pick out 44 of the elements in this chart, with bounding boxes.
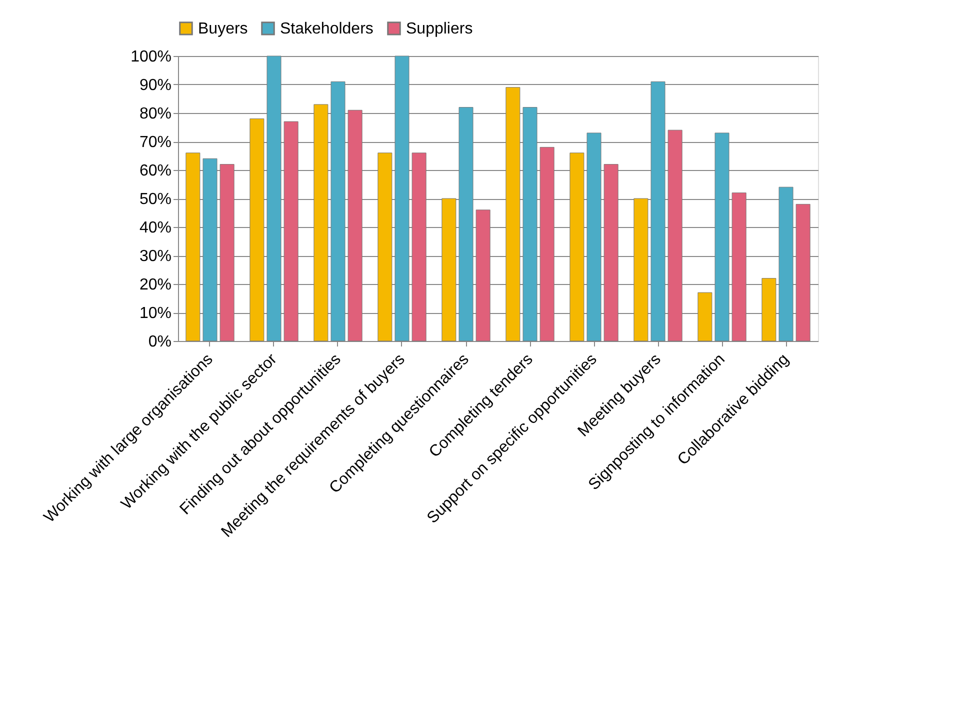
bar — [314, 104, 328, 342]
bar — [650, 81, 666, 342]
bar — [394, 56, 410, 342]
bar — [570, 152, 584, 342]
bar — [442, 198, 456, 342]
bar — [796, 204, 810, 342]
bar — [714, 132, 730, 342]
bar — [458, 107, 474, 342]
bar — [186, 152, 200, 342]
legend-label: Buyers — [198, 20, 248, 38]
bar — [378, 152, 392, 342]
bar — [668, 130, 682, 342]
y-tick-label: 90% — [139, 77, 172, 94]
bar — [250, 118, 264, 342]
bar — [476, 210, 490, 342]
y-tick-label: 70% — [139, 134, 172, 151]
bar — [412, 152, 426, 342]
legend-label: Suppliers — [406, 20, 473, 38]
bar — [778, 186, 794, 342]
bar — [220, 164, 234, 342]
bar — [284, 121, 298, 342]
bar — [586, 132, 602, 342]
bar — [634, 198, 648, 342]
bar — [762, 278, 776, 342]
y-tick-label: 20% — [139, 276, 172, 294]
bar — [348, 110, 362, 342]
y-tick-label: 50% — [139, 191, 172, 208]
legend-label: Stakeholders — [280, 20, 374, 38]
bar — [202, 158, 218, 342]
bar — [506, 87, 520, 342]
y-tick-label: 60% — [139, 162, 172, 180]
bar — [266, 56, 282, 342]
y-tick-label: 80% — [139, 106, 172, 122]
y-tick-label: 40% — [139, 220, 172, 236]
bar — [330, 81, 346, 342]
bar — [604, 164, 618, 342]
bar — [540, 146, 554, 342]
y-tick-label: 0% — [148, 334, 172, 350]
y-tick-label: 100% — [130, 48, 172, 66]
bar — [732, 192, 746, 342]
y-tick-label: 30% — [139, 248, 172, 265]
bar — [522, 107, 538, 342]
bar — [698, 292, 712, 342]
y-tick-label: 10% — [139, 305, 172, 322]
